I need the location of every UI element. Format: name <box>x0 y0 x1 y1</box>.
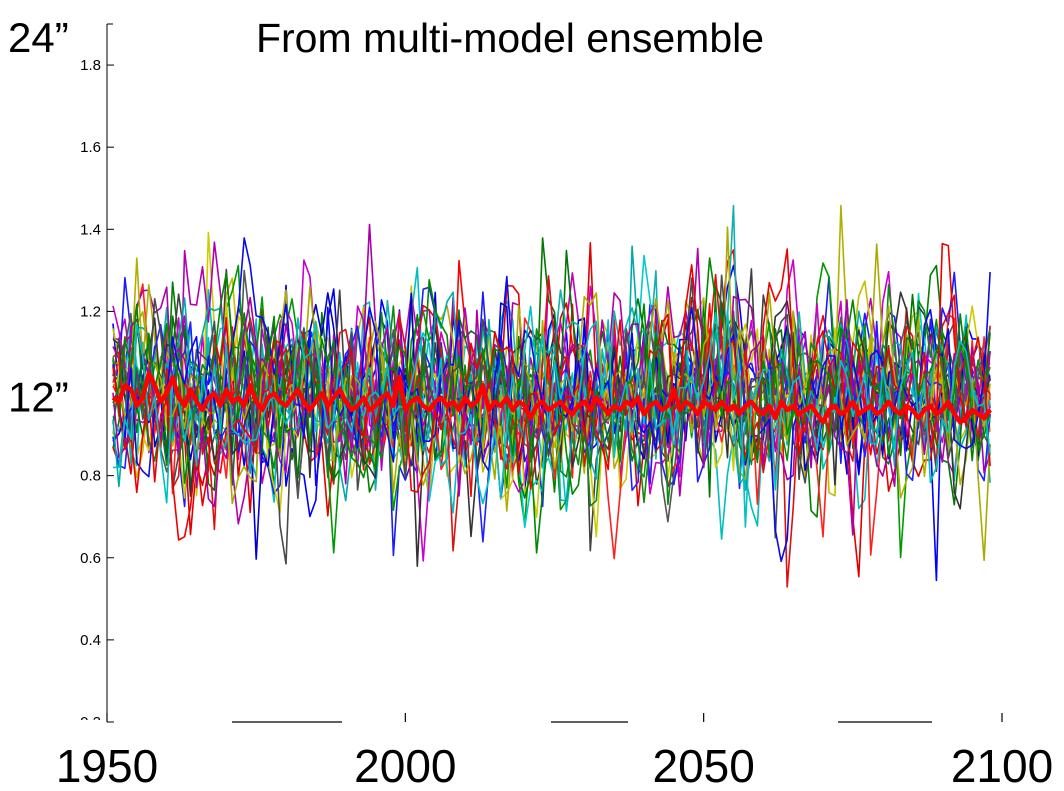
x-tick-label: 2000 <box>354 740 456 791</box>
y-tick-label: 1.2 <box>80 303 101 320</box>
y-tick-label: 1.6 <box>80 139 101 156</box>
ensemble-members-layer <box>112 204 991 588</box>
ensemble-member-line <box>112 284 991 560</box>
chart-title: From multi-model ensemble <box>256 15 764 61</box>
annotation-label: 12” <box>8 374 69 421</box>
ensemble-mean-layer <box>111 370 992 425</box>
annotation-label: 24” <box>8 14 69 61</box>
ensemble-mean-line <box>111 370 992 425</box>
x-tick-label: 2100 <box>951 740 1053 791</box>
x-tick-label: 2050 <box>652 740 754 791</box>
axes-layer <box>106 23 932 723</box>
x-tick-label: 1950 <box>56 740 158 791</box>
ensemble-member-line <box>112 305 991 528</box>
y-tick-label: 0.6 <box>80 550 101 567</box>
y-tick-label: 0.8 <box>80 468 101 485</box>
y-tick-label: 1.8 <box>80 57 101 74</box>
y-tick-label: 0.4 <box>80 632 101 649</box>
text-layer: From multi-model ensemble 24” 12” <box>8 14 764 421</box>
y-tick-label: 1.4 <box>80 221 101 238</box>
clipped-label-mask <box>40 720 102 736</box>
